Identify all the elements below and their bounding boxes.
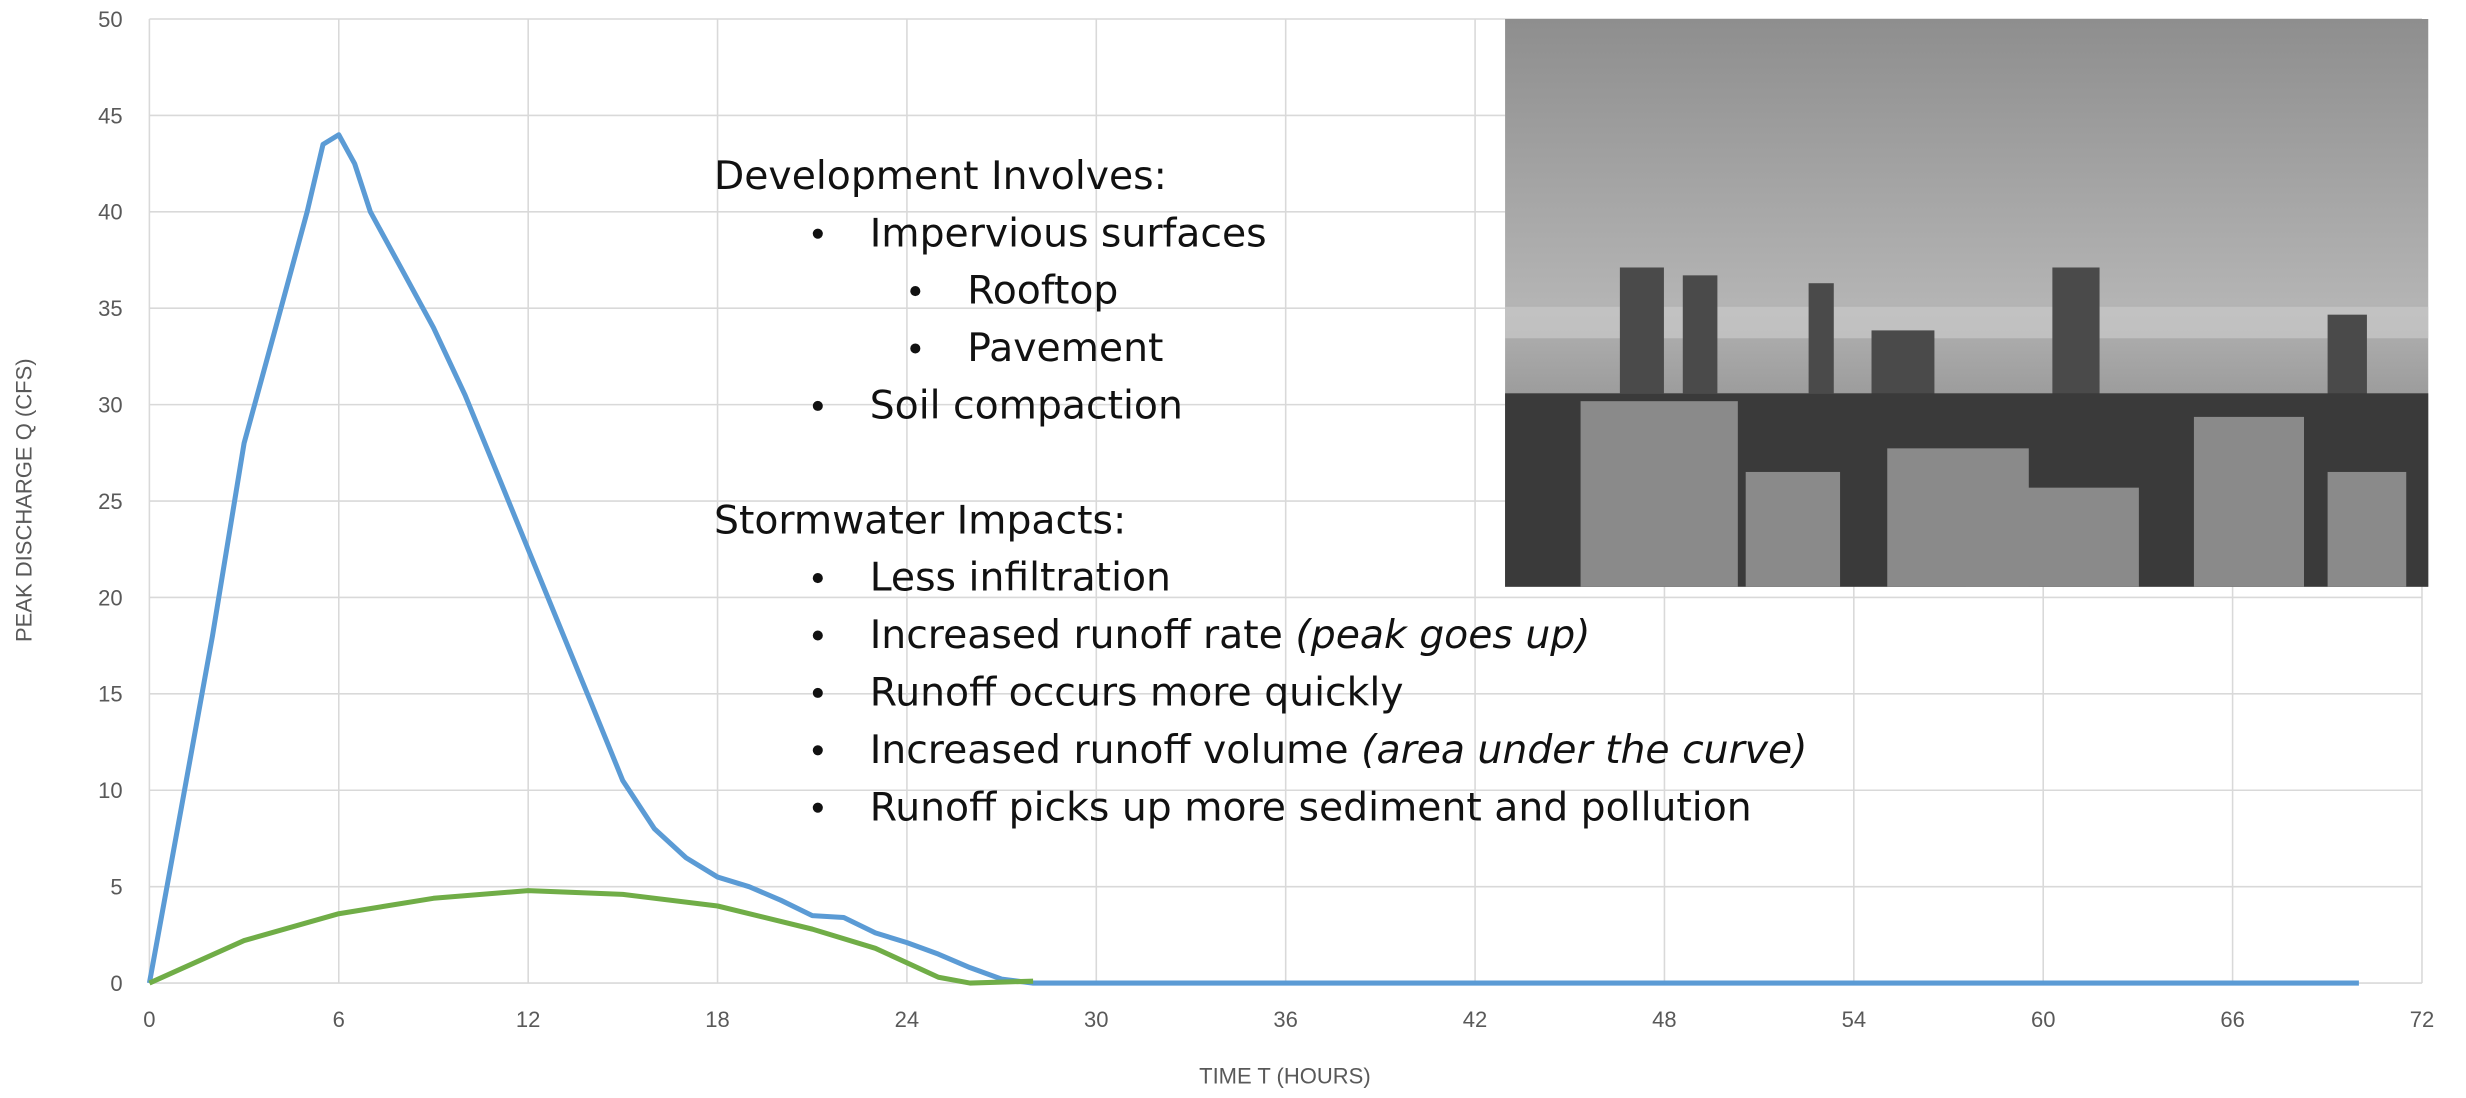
bullet-item: Pavement <box>967 326 1163 371</box>
bullet <box>812 573 823 584</box>
bullet-item: Less infiltration <box>870 556 1171 601</box>
x-tick-label: 60 <box>2031 1007 2055 1032</box>
city-photo <box>1505 18 2429 587</box>
bullet-item: Soil compaction <box>870 383 1183 428</box>
y-tick-label: 25 <box>98 489 122 514</box>
item-note: (peak goes up) <box>1295 613 1590 658</box>
bullet-item: Runoff picks up more sediment and pollut… <box>870 785 1752 830</box>
y-tick-label: 35 <box>98 296 122 321</box>
y-tick-label: 10 <box>98 778 122 803</box>
bullet <box>812 630 823 641</box>
grid <box>148 18 2423 984</box>
bullet-item: Increased runoff rate (peak goes up) <box>870 613 1591 658</box>
bullet <box>812 228 823 239</box>
item-text: Increased runoff rate <box>870 613 1283 658</box>
item-text: Pavement <box>967 326 1163 371</box>
heading: Stormwater Impacts: <box>714 498 1126 543</box>
series-line <box>146 132 2359 986</box>
y-tick-label: 5 <box>110 875 122 900</box>
y-tick-label: 45 <box>98 103 122 128</box>
bullet <box>812 802 823 813</box>
item-note: (area under the curve) <box>1361 728 1807 773</box>
x-tick-label: 66 <box>2220 1007 2244 1032</box>
y-tick-label: 40 <box>98 200 122 225</box>
x-tick-label: 72 <box>2410 1007 2434 1032</box>
item-text: Rooftop <box>967 269 1118 314</box>
x-tick-label: 0 <box>143 1007 155 1032</box>
x-tick-label: 12 <box>516 1007 540 1032</box>
item-text: Increased runoff volume <box>870 728 1349 773</box>
plot: 0 5 10 15 20 25 30 35 40 45 50 0 6 12 18 24 30 36 42 48 54 60… <box>98 7 2434 1032</box>
bullet-item: Impervious surfaces <box>870 211 1267 256</box>
item-text: Runoff occurs more quickly <box>870 670 1404 715</box>
y-tick-label: 50 <box>98 7 122 32</box>
y-tick-label: 30 <box>98 392 122 417</box>
x-tick-label: 48 <box>1652 1007 1676 1032</box>
x-tick-label: 42 <box>1463 1007 1487 1032</box>
y-axis-title: PEAK DISCHARGE Q (CFS) <box>11 358 36 642</box>
item-text: Less infiltration <box>870 556 1171 601</box>
heading: Development Involves: <box>714 154 1167 199</box>
x-axis-title: TIME T (HOURS) <box>1199 1064 1371 1089</box>
bullet <box>910 343 921 354</box>
y-tick-label: 20 <box>98 585 122 610</box>
x-tick-label: 54 <box>1842 1007 1866 1032</box>
text-box: Development Involves: Impervious surfaces… <box>714 154 1807 830</box>
x-tick-label: 18 <box>705 1007 729 1032</box>
bullet <box>910 286 921 297</box>
y-tick-label: 0 <box>110 971 122 996</box>
bullet <box>812 400 823 411</box>
item-text: Runoff picks up more sediment and pollut… <box>870 785 1752 830</box>
bullet-item: Increased runoff volume (area under the c… <box>870 728 1808 773</box>
x-tick-label: 30 <box>1084 1007 1108 1032</box>
bullet <box>812 687 823 698</box>
x-tick-label: 6 <box>333 1007 345 1032</box>
bullet-item: Runoff occurs more quickly <box>870 670 1404 715</box>
item-text: Soil compaction <box>870 383 1183 428</box>
y-tick-label: 15 <box>98 682 122 707</box>
x-tick-label: 24 <box>895 1007 919 1032</box>
bullet-item: Rooftop <box>967 269 1118 314</box>
bullet <box>812 745 823 756</box>
series-line <box>148 888 1034 986</box>
item-text: Impervious surfaces <box>870 211 1267 256</box>
x-tick-label: 36 <box>1273 1007 1297 1032</box>
